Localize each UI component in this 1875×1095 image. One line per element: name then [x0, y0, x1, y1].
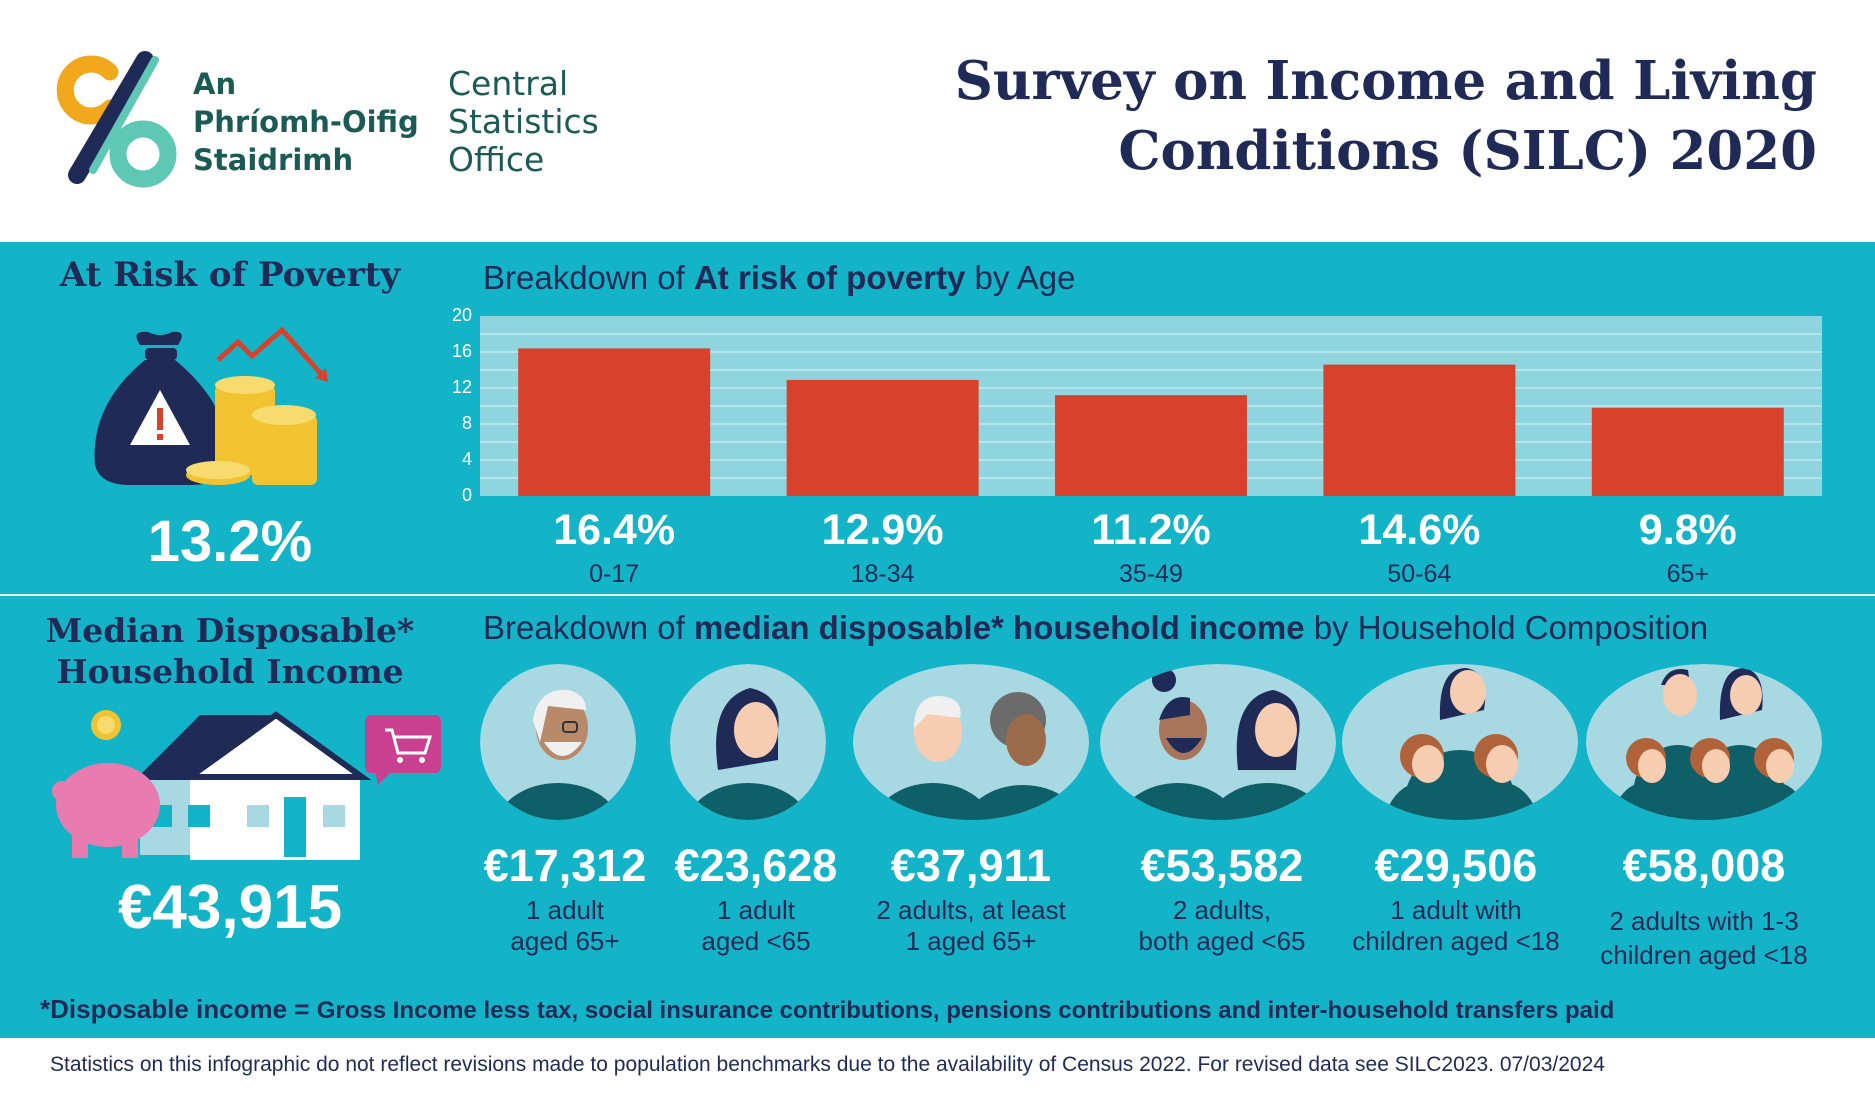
poverty-breakdown-bold: At risk of poverty: [693, 259, 966, 296]
y-tick-label: 8: [461, 413, 472, 433]
household-label-3: 2 adults, at least 1 aged 65+: [851, 895, 1091, 957]
portrait-1-adult-under-65-icon: [670, 664, 826, 820]
household-label-6-line-1: 2 adults with 1-3: [1609, 906, 1799, 936]
bar-0-17: [518, 348, 711, 496]
bar-category-label: 0-17: [589, 560, 640, 588]
bar-50-64: [1323, 364, 1516, 496]
y-tick-label: 20: [451, 305, 472, 325]
household-label-6-line-2: children aged <18: [1600, 940, 1808, 970]
page-title-line-2: Conditions (SILC) 2020: [1118, 120, 1817, 182]
poverty-breakdown-heading: Breakdown of At risk of poverty by Age: [483, 259, 1075, 297]
bar-value-label: 11.2%: [1091, 506, 1211, 554]
footer: [0, 1038, 1875, 1095]
household-value-6: €58,008: [1622, 840, 1786, 891]
household-label-6: 2 adults with 1-3 children aged <18: [1584, 904, 1824, 972]
income-breakdown-heading: Breakdown of median disposable* househol…: [483, 609, 1708, 647]
bar-category-label: 18-34: [850, 560, 915, 588]
page-title: Survey on Income and Living Conditions (…: [955, 46, 1817, 186]
y-tick-label: 4: [461, 449, 472, 469]
y-tick-label: 0: [461, 485, 472, 505]
footnote-definition: Gross Income less tax, social insurance …: [316, 997, 1615, 1024]
logo-irish-line-2: Phríomh-Oifig: [193, 105, 419, 139]
household-label-5: 1 adult with children aged <18: [1336, 895, 1576, 957]
logo-irish-line-3: Staidrimh: [193, 143, 354, 177]
income-breakdown-prefix: Breakdown of: [483, 609, 694, 646]
household-value-5: €29,506: [1374, 840, 1538, 891]
median-income-value: €43,915: [117, 873, 343, 942]
income-breakdown-bold: median disposable* household income: [693, 609, 1305, 646]
income-breakdown-suffix: by Household Composition: [1304, 609, 1709, 646]
household-portraits: [480, 664, 1822, 820]
income-title-line-1: Median Disposable*: [45, 611, 415, 650]
household-label-4-line-1: 2 adults,: [1172, 895, 1272, 925]
household-label-5-line-1: 1 adult with: [1390, 895, 1522, 925]
household-label-5-line-2: children aged <18: [1352, 926, 1560, 956]
footnote-term: *Disposable income =: [40, 994, 317, 1024]
bar-35-49: [1055, 395, 1247, 496]
poverty-breakdown-suffix: by Age: [965, 259, 1076, 296]
bar-value-label: 9.8%: [1638, 506, 1737, 554]
household-value-4: €53,582: [1140, 840, 1304, 891]
bar-category-label: 65+: [1666, 560, 1709, 588]
poverty-title: At Risk of Poverty: [59, 255, 401, 295]
poverty-rate-value: 13.2%: [147, 509, 313, 574]
logo-english-line-1: Central: [448, 64, 569, 103]
bar-category-label: 35-49: [1119, 560, 1183, 588]
household-label-2-line-1: 1 adult: [716, 895, 796, 925]
portrait-2-adults-with-children-icon: [1586, 664, 1822, 820]
bar-category-label: 50-64: [1387, 560, 1452, 588]
bar-value-label: 14.6%: [1358, 506, 1481, 554]
household-label-3-line-1: 2 adults, at least: [876, 895, 1066, 925]
bar-value-label: 12.9%: [821, 506, 944, 554]
cso-logo-icon: [56, 51, 177, 188]
bar-value-label: 16.4%: [553, 506, 676, 554]
household-label-4-line-2: both aged <65: [1138, 926, 1306, 956]
footer-text: Statistics on this infographic do not re…: [50, 1053, 1605, 1076]
y-tick-label: 12: [451, 377, 472, 397]
page-title-line-1: Survey on Income and Living: [954, 50, 1817, 112]
household-label-1: 1 adult aged 65+: [445, 895, 685, 957]
portrait-2-adults-under-65-icon: [1100, 664, 1336, 820]
income-title-line-2: Household Income: [56, 652, 404, 691]
footnote: *Disposable income = Gross Income less t…: [40, 994, 1614, 1025]
bar-65+: [1591, 407, 1784, 496]
logo-irish-line-1: An: [193, 67, 237, 101]
household-label-1-line-1: 1 adult: [525, 895, 605, 925]
house-piggy-bank-icon: [52, 710, 441, 860]
household-label-4: 2 adults, both aged <65: [1102, 895, 1342, 957]
money-bag-coins-icon: [94, 326, 328, 485]
portrait-1-adult-with-children-icon: [1342, 664, 1578, 820]
logo-english-line-3: Office: [448, 140, 545, 179]
household-value-3: €37,911: [890, 840, 1052, 891]
portrait-1-adult-65-icon: [480, 664, 636, 820]
household-value-1: €17,312: [483, 840, 647, 891]
header: An Phríomh-Oifig Staidrimh Central Stati…: [0, 0, 1875, 242]
logo-english-line-2: Statistics: [448, 102, 599, 141]
household-label-3-line-2: 1 aged 65+: [905, 926, 1037, 956]
section-divider: [0, 594, 1875, 596]
bars: [518, 348, 1784, 496]
household-label-2-line-2: aged <65: [701, 926, 811, 956]
household-value-2: €23,628: [674, 840, 838, 891]
poverty-breakdown-prefix: Breakdown of: [483, 259, 694, 296]
y-tick-label: 16: [451, 341, 472, 361]
household-label-1-line-2: aged 65+: [510, 926, 620, 956]
bar-18-34: [786, 379, 979, 496]
income-title: Median Disposable* Household Income: [30, 610, 430, 692]
poverty-by-age-chart: [480, 316, 1822, 496]
portrait-2-adults-65-icon: [853, 664, 1089, 820]
household-label-2: 1 adult aged <65: [636, 895, 876, 957]
